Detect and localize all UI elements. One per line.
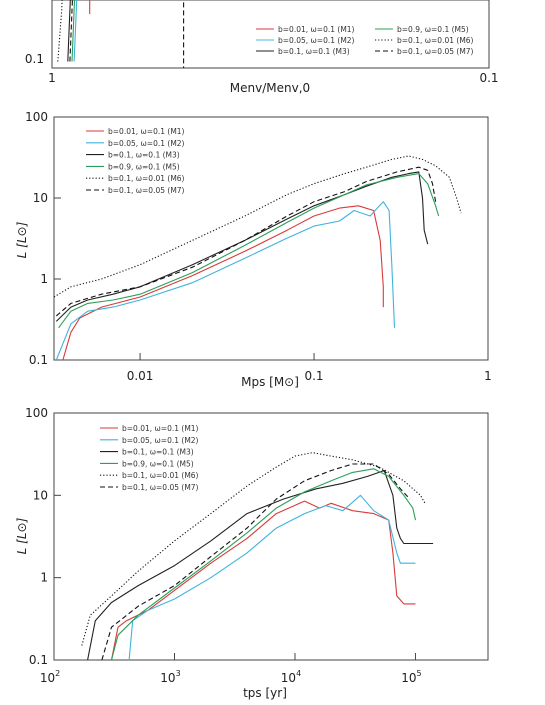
x-tick-label: 1 [484, 369, 492, 383]
series-group [81, 452, 434, 661]
x-tick-label: 103 [160, 669, 180, 685]
series-line [69, 0, 185, 68]
x-tick-labels: 0.01 0.1 1 [127, 353, 492, 383]
y-axis-label: L [L⊙] [15, 221, 29, 258]
x-tick-label: 1 [48, 71, 56, 85]
plot-frame [53, 116, 489, 361]
x-tick-label: 0.01 [127, 369, 154, 383]
x-tick-labels: 102 103 104 105 [40, 653, 422, 685]
series-line [128, 494, 416, 661]
plot-frame [53, 412, 489, 661]
x-axis-label: tps [yr] [243, 686, 287, 700]
y-tick-label: 10 [33, 191, 48, 205]
legend: b=0.01, ω=0.1 (M1) b=0.9, ω=0.1 (M5) b=0.0… [256, 25, 474, 56]
panel-luminosity-vs-mass: 0.1 1 10 100 0.01 0.1 1 L [L⊙] Mps [M⊙] b=0.0… [15, 110, 492, 389]
legend: b=0.01, ω=0.1 (M1) b=0.05, ω=0.1 (M2) b=0.… [100, 424, 199, 492]
y-tick-label: 0.1 [29, 653, 48, 667]
plot-frame [51, 0, 490, 69]
panel-luminosity-vs-time: 0.1 1 10 100 102 103 104 105 L [L⊙] tps [yr] b… [15, 406, 489, 700]
series-line [110, 468, 417, 661]
y-tick-label: 100 [25, 406, 48, 420]
legend-label: b=0.05, ω=0.1 (M2) [108, 139, 185, 148]
series-line [58, 173, 440, 329]
x-tick-label: 0.1 [304, 369, 323, 383]
series-line [55, 171, 429, 322]
legend-label: b=0.9, ω=0.1 (M5) [108, 162, 180, 171]
series-line [71, 0, 76, 62]
legend-label: b=0.1, ω=0.01 (M6) [397, 36, 474, 45]
legend-label: b=0.1, ω=0.05 (M7) [108, 186, 185, 195]
x-tick-label: 0.1 [479, 71, 498, 85]
legend: b=0.01, ω=0.1 (M1) b=0.05, ω=0.1 (M2) b=0.… [86, 127, 185, 195]
series-line [55, 201, 396, 361]
y-tick-labels: 0.1 1 10 100 [25, 110, 61, 367]
series-group [57, 0, 185, 68]
legend-label: b=0.01, ω=0.1 (M1) [108, 127, 185, 136]
x-axis-label: Menv/Menv,0 [230, 81, 310, 95]
y-tick-label: 1 [40, 272, 48, 286]
legend-label: b=0.1, ω=0.05 (M7) [397, 47, 474, 56]
y-tick-label: 1 [40, 571, 48, 585]
legend-label: b=0.9, ω=0.1 (M5) [122, 459, 194, 468]
x-axis-label: Mps [M⊙] [241, 375, 299, 389]
series-line [62, 205, 384, 361]
y-tick-labels: 0.1 1 10 100 [25, 406, 61, 667]
series-group [53, 155, 462, 361]
legend-label: b=0.1, ω=0.1 (M3) [108, 151, 180, 160]
panel-envelope-mass: 0.1 1 0.1 Menv/Menv,0 b=0.01, ω=0.1 (M1)… [25, 0, 499, 95]
legend-label: b=0.05, ω=0.1 (M2) [278, 36, 355, 45]
legend-label: b=0.1, ω=0.1 (M3) [122, 448, 194, 457]
x-tick-label: 102 [40, 669, 60, 685]
legend-label: b=0.01, ω=0.1 (M1) [278, 25, 355, 34]
series-line [57, 0, 63, 62]
series-line [87, 469, 434, 661]
series-line [81, 452, 426, 646]
y-tick-label: 0.1 [29, 353, 48, 367]
x-tick-label: 104 [281, 669, 301, 685]
legend-label: b=0.01, ω=0.1 (M1) [122, 424, 199, 433]
legend-label: b=0.05, ω=0.1 (M2) [122, 436, 199, 445]
legend-label: b=0.1, ω=0.05 (M7) [122, 483, 199, 492]
legend-label: b=0.1, ω=0.01 (M6) [122, 471, 199, 480]
series-line [89, 0, 91, 14]
y-tick-label: 100 [25, 110, 48, 124]
series-line [101, 463, 411, 661]
y-tick-label: 0.1 [25, 52, 44, 66]
legend-label: b=0.1, ω=0.1 (M3) [278, 47, 350, 56]
y-tick-label: 10 [33, 488, 48, 502]
legend-label: b=0.9, ω=0.1 (M5) [397, 25, 469, 34]
series-line [55, 166, 437, 317]
y-axis-label: L [L⊙] [15, 517, 29, 554]
x-tick-label: 105 [401, 669, 421, 685]
series-line [73, 0, 78, 62]
series-line [110, 500, 416, 661]
series-line [67, 0, 71, 62]
legend-label: b=0.1, ω=0.01 (M6) [108, 174, 185, 183]
